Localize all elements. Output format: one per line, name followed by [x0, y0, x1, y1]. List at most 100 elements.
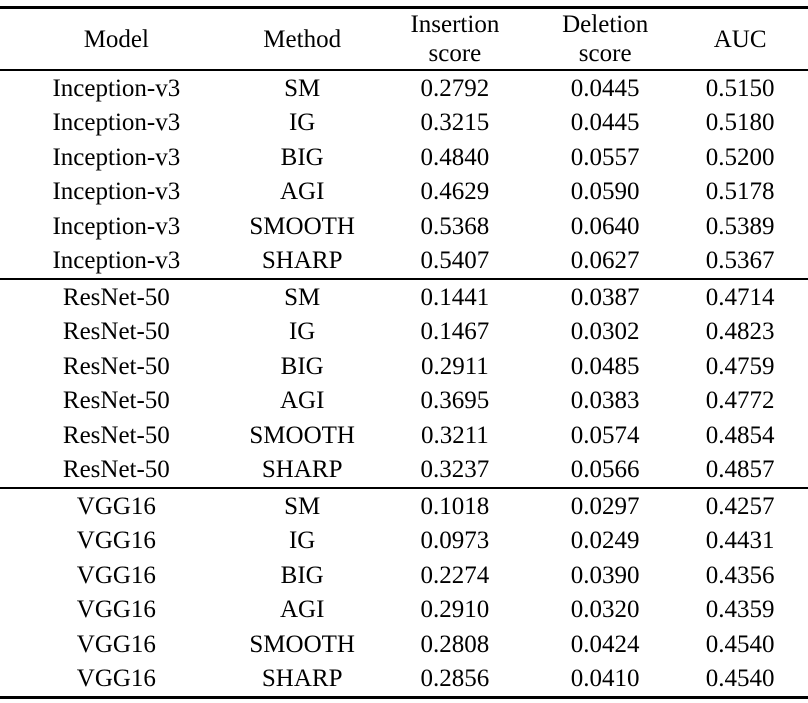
model-cell: ResNet-50	[62, 318, 170, 346]
method-cell: SM	[284, 492, 321, 520]
model-cell: VGG16	[76, 665, 156, 693]
table-row: VGG16 SHARP 0.2856 0.0410 0.4540	[0, 662, 808, 698]
method-cell: IG	[288, 109, 316, 137]
deletion-score-cell: 0.0445	[570, 109, 640, 137]
auc-cell: 0.4772	[705, 387, 775, 415]
table-row: VGG16 BIG 0.2274 0.0390 0.4356	[0, 558, 808, 593]
method-cell: SHARP	[261, 247, 343, 275]
insertion-score-cell: 0.2911	[420, 352, 489, 380]
method-cell: IG	[288, 527, 316, 555]
deletion-score-cell: 0.0383	[570, 387, 640, 415]
auc-cell: 0.4356	[705, 561, 775, 589]
table-row: Inception-v3 BIG 0.4840 0.0557 0.5200	[0, 140, 808, 175]
table-row: Inception-v3 SM 0.2792 0.0445 0.5150	[0, 70, 808, 106]
col-header-deletion-line2: score	[578, 40, 632, 67]
method-cell: AGI	[279, 387, 325, 415]
auc-cell: 0.5367	[705, 247, 775, 275]
model-cell: Inception-v3	[52, 178, 181, 206]
table-row: ResNet-50 SM 0.1441 0.0387 0.4714	[0, 279, 808, 315]
insertion-score-cell: 0.2274	[420, 561, 490, 589]
col-header-model: Model	[83, 25, 149, 53]
auc-cell: 0.4431	[705, 527, 775, 555]
insertion-score-cell: 0.1441	[420, 283, 490, 311]
table-row: ResNet-50 IG 0.1467 0.0302 0.4823	[0, 315, 808, 350]
method-cell: SMOOTH	[249, 421, 355, 449]
method-cell: SHARP	[261, 456, 343, 484]
insertion-score-cell: 0.4840	[420, 143, 490, 171]
model-cell: Inception-v3	[52, 143, 181, 171]
auc-cell: 0.4540	[705, 665, 775, 693]
insertion-score-cell: 0.3695	[420, 387, 490, 415]
auc-cell: 0.4759	[705, 352, 775, 380]
model-cell: Inception-v3	[52, 247, 181, 275]
insertion-score-cell: 0.5407	[420, 247, 490, 275]
model-cell: ResNet-50	[62, 352, 170, 380]
col-header-deletion-score: Deletion score	[538, 8, 672, 71]
deletion-score-cell: 0.0424	[570, 630, 640, 658]
insertion-score-cell: 0.2910	[420, 596, 490, 624]
method-cell: BIG	[280, 561, 324, 589]
col-header-deletion-line1: Deletion	[562, 11, 649, 38]
insertion-score-cell: 0.0973	[420, 527, 490, 555]
insertion-score-cell: 0.1018	[420, 492, 490, 520]
auc-cell: 0.4714	[705, 283, 775, 311]
model-cell: VGG16	[76, 561, 156, 589]
model-group: ResNet-50 SM 0.1441 0.0387 0.4714 ResNet-50 IG…	[0, 279, 808, 488]
table-row: ResNet-50 BIG 0.2911 0.0485 0.4759	[0, 349, 808, 384]
deletion-score-cell: 0.0320	[570, 596, 640, 624]
method-cell: SMOOTH	[249, 630, 355, 658]
method-cell: AGI	[279, 596, 325, 624]
deletion-score-cell: 0.0445	[570, 74, 640, 102]
table-row: VGG16 AGI 0.2910 0.0320 0.4359	[0, 593, 808, 628]
auc-cell: 0.4854	[705, 421, 775, 449]
method-cell: SM	[284, 283, 321, 311]
table-header: Model Method Insertion score Deletion sc…	[0, 8, 808, 71]
model-group: VGG16 SM 0.1018 0.0297 0.4257 VGG16 IG 0.0973 0.…	[0, 488, 808, 698]
col-header-auc: AUC	[713, 25, 767, 53]
table-row: VGG16 SMOOTH 0.2808 0.0424 0.4540	[0, 627, 808, 662]
deletion-score-cell: 0.0410	[570, 665, 640, 693]
model-cell: VGG16	[76, 630, 156, 658]
auc-cell: 0.4359	[705, 596, 775, 624]
insertion-score-cell: 0.4629	[420, 178, 490, 206]
col-header-insertion-line2: score	[428, 40, 482, 67]
table-row: ResNet-50 SMOOTH 0.3211 0.0574 0.4854	[0, 418, 808, 453]
model-cell: Inception-v3	[52, 109, 181, 137]
insertion-score-cell: 0.3211	[420, 421, 489, 449]
deletion-score-cell: 0.0627	[570, 247, 640, 275]
auc-cell: 0.5150	[705, 74, 775, 102]
insertion-score-cell: 0.2808	[420, 630, 490, 658]
method-cell: BIG	[280, 352, 324, 380]
method-cell: SHARP	[261, 665, 343, 693]
model-cell: VGG16	[76, 492, 156, 520]
deletion-score-cell: 0.0590	[570, 178, 640, 206]
deletion-score-cell: 0.0387	[570, 283, 640, 311]
col-header-method: Method	[263, 25, 342, 53]
model-cell: ResNet-50	[62, 387, 170, 415]
model-cell: ResNet-50	[62, 283, 170, 311]
model-group: Inception-v3 SM 0.2792 0.0445 0.5150 Inceptio…	[0, 70, 808, 279]
auc-cell: 0.5180	[705, 109, 775, 137]
deletion-score-cell: 0.0249	[570, 527, 640, 555]
table-row: ResNet-50 AGI 0.3695 0.0383 0.4772	[0, 384, 808, 419]
auc-cell: 0.5178	[705, 178, 775, 206]
model-cell: VGG16	[76, 596, 156, 624]
model-cell: VGG16	[76, 527, 156, 555]
deletion-score-cell: 0.0297	[570, 492, 640, 520]
method-cell: BIG	[280, 143, 324, 171]
table-row: Inception-v3 IG 0.3215 0.0445 0.5180	[0, 106, 808, 141]
table-row: ResNet-50 SHARP 0.3237 0.0566 0.4857	[0, 453, 808, 489]
insertion-score-cell: 0.5368	[420, 212, 490, 240]
deletion-score-cell: 0.0302	[570, 318, 640, 346]
model-cell: Inception-v3	[52, 212, 181, 240]
table-row: Inception-v3 AGI 0.4629 0.0590 0.5178	[0, 175, 808, 210]
insertion-score-cell: 0.1467	[420, 318, 490, 346]
deletion-score-cell: 0.0485	[570, 352, 640, 380]
method-cell: SMOOTH	[249, 212, 355, 240]
auc-cell: 0.4257	[705, 492, 775, 520]
auc-cell: 0.4823	[705, 318, 775, 346]
deletion-score-cell: 0.0557	[570, 143, 640, 171]
method-cell: AGI	[279, 178, 325, 206]
insertion-score-cell: 0.2856	[420, 665, 490, 693]
